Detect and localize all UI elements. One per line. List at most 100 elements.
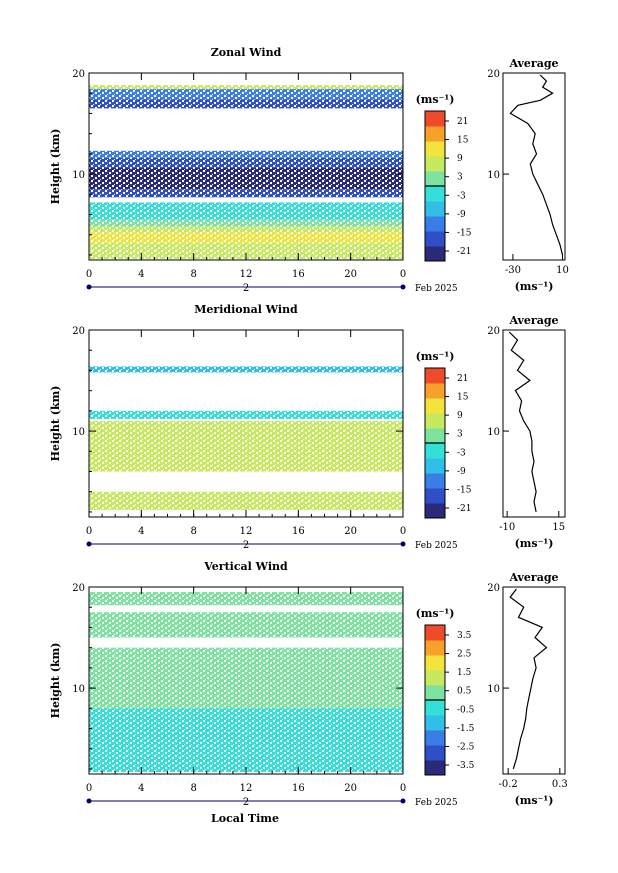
x-tick-label: 0 — [86, 269, 92, 280]
average-y-tick-label: 10 — [487, 427, 500, 438]
average-x-tick-label: 10 — [556, 265, 569, 276]
y-tick-label: 20 — [72, 326, 85, 337]
average-frame — [502, 329, 566, 518]
x-tick-label: 16 — [292, 526, 305, 537]
heatmap-gaps — [89, 157, 403, 169]
average-profile-line — [508, 331, 537, 513]
colorbar-segment — [425, 503, 445, 519]
colorbar-segment — [425, 640, 445, 656]
colorbar-segment — [425, 458, 445, 474]
x-tick-label: 0 — [86, 526, 92, 537]
x-tick-label: 0 — [86, 783, 92, 794]
heatmap-gaps — [89, 647, 403, 658]
day-bar-start-dot — [86, 284, 92, 290]
x-tick-label: 0 — [400, 783, 406, 794]
x-tick-label: 12 — [240, 783, 253, 794]
heatmap-gaps — [89, 219, 403, 227]
colorbar-segment — [425, 141, 445, 157]
x-tick-label: 4 — [138, 783, 144, 794]
x-tick-label: 20 — [344, 783, 357, 794]
average-frame — [502, 586, 566, 775]
heatmap-gaps — [89, 99, 403, 109]
colorbar-tick-label: 1.5 — [457, 668, 472, 678]
colorbar-segment — [425, 171, 445, 187]
panel-1: Zonal Wind 20 10 Height (km) 0 4 8 12 16 20 0 2 Feb … — [49, 46, 569, 294]
average-y-tick-label: 20 — [487, 69, 500, 80]
day-label: 2 — [243, 283, 249, 294]
colorbar-segment — [425, 625, 445, 641]
colorbar-tick-label: -3 — [457, 448, 466, 458]
y-axis-label: Height (km) — [49, 386, 62, 462]
average-profile-line — [509, 588, 548, 770]
colorbar-tick-label: 2.5 — [457, 650, 472, 660]
panel-title: Zonal Wind — [211, 46, 282, 59]
colorbar-segment — [425, 443, 445, 459]
colorbar-unit: (ms⁻¹) — [416, 93, 455, 106]
colorbar-segment — [425, 126, 445, 142]
x-tick-label: 0 — [400, 526, 406, 537]
colorbar-tick-label: -2.5 — [457, 742, 475, 752]
x-tick-label: 20 — [344, 526, 357, 537]
heatmap-gaps — [89, 420, 403, 472]
colorbar-tick-label: -0.5 — [457, 705, 475, 715]
panel-2: Meridional Wind 20 10 Height (km) 0 4 8 12 16 20 0… — [49, 303, 566, 551]
colorbar-tick-label: 21 — [457, 117, 468, 127]
heatmap-gaps — [89, 410, 403, 419]
colorbar-tick-label: -21 — [457, 247, 472, 257]
average-y-tick-label: 10 — [487, 684, 500, 695]
day-bar-end-dot — [400, 541, 406, 547]
colorbar-segment — [425, 368, 445, 384]
heatmap-gaps — [89, 189, 403, 198]
colorbar-segment — [425, 216, 445, 232]
colorbar-segment — [425, 700, 445, 716]
date-label: Feb 2025 — [415, 798, 458, 808]
y-tick-label: 10 — [72, 427, 85, 438]
heatmap-gaps — [89, 85, 403, 90]
colorbar-tick-label: 3.5 — [457, 631, 472, 641]
colorbar-tick-label: -3.5 — [457, 761, 475, 771]
heatmap-gaps — [89, 242, 403, 251]
average-title: Average — [508, 314, 558, 327]
x-tick-label: 8 — [190, 783, 196, 794]
colorbar-segment — [425, 488, 445, 504]
colorbar-tick-label: 9 — [457, 411, 463, 421]
day-bar-start-dot — [86, 541, 92, 547]
colorbar-segment — [425, 246, 445, 262]
x-tick-label: 4 — [138, 526, 144, 537]
colorbar-tick-label: -21 — [457, 504, 472, 514]
colorbar-tick-label: 0.5 — [457, 687, 472, 697]
x-tick-label: 16 — [292, 783, 305, 794]
colorbar-tick-label: -9 — [457, 210, 466, 220]
average-x-tick-label: 0.3 — [552, 779, 568, 790]
y-axis-label: Height (km) — [49, 129, 62, 205]
y-tick-label: 20 — [72, 583, 85, 594]
colorbar-segment — [425, 383, 445, 399]
heatmap-gaps — [89, 491, 403, 510]
y-tick-label: 10 — [72, 684, 85, 695]
colorbar-unit: (ms⁻¹) — [416, 607, 455, 620]
x-axis-label: Local Time — [211, 812, 279, 825]
average-unit: (ms⁻¹) — [515, 794, 554, 807]
average-unit: (ms⁻¹) — [515, 280, 554, 293]
colorbar-segment — [425, 730, 445, 746]
heatmap-gaps — [89, 612, 403, 638]
average-title: Average — [508, 57, 558, 70]
colorbar-segment — [425, 715, 445, 731]
average-unit: (ms⁻¹) — [515, 537, 554, 550]
heatmap-gaps — [89, 592, 403, 606]
heatmap — [89, 592, 403, 772]
colorbar-segment — [425, 156, 445, 172]
colorbar-segment — [425, 231, 445, 247]
x-tick-label: 4 — [138, 269, 144, 280]
average-frame — [502, 72, 566, 261]
day-bar-start-dot — [86, 798, 92, 804]
x-tick-label: 8 — [190, 269, 196, 280]
average-x-tick-label: -10 — [499, 522, 515, 533]
average-y-tick-label: 10 — [487, 170, 500, 181]
day-label: 2 — [243, 797, 249, 808]
colorbar-segment — [425, 670, 445, 686]
colorbar-tick-label: 15 — [457, 393, 469, 403]
colorbar-tick-label: 21 — [457, 374, 468, 384]
average-y-tick-label: 20 — [487, 583, 500, 594]
